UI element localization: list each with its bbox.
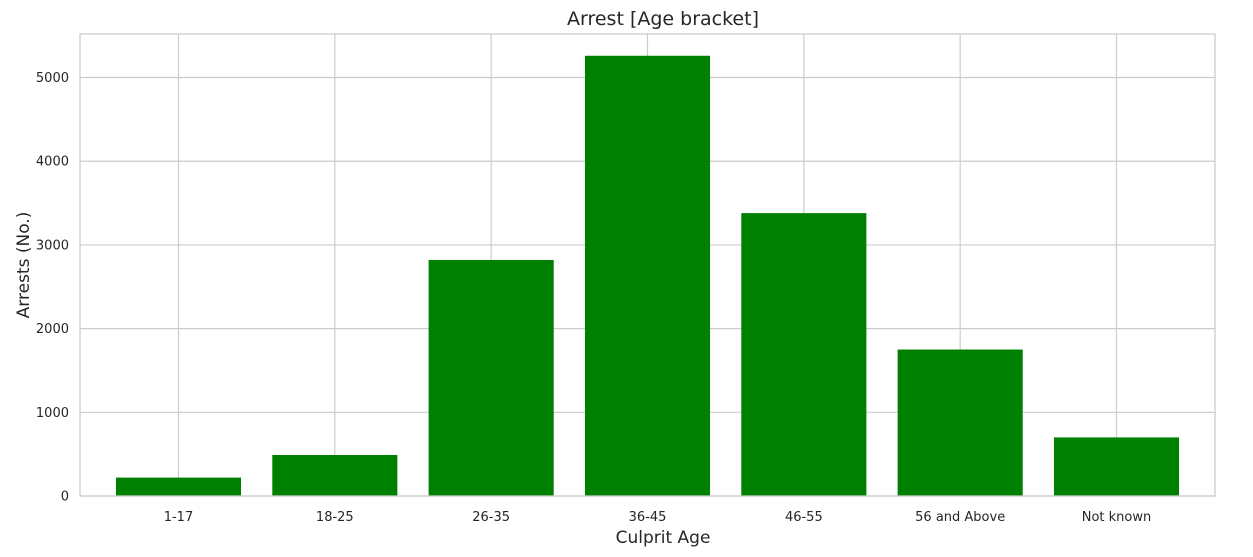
x-tick-label: 18-25 — [316, 510, 354, 525]
x-tick-label: 1-17 — [164, 510, 194, 525]
x-axis-label: Culprit Age — [616, 528, 711, 548]
chart-title: Arrest [Age bracket] — [567, 8, 759, 30]
y-axis-label: Arrests (No.) — [14, 212, 34, 319]
bar-26-35 — [428, 259, 554, 496]
bar-1-17 — [115, 477, 242, 496]
bar-56-and-above — [897, 349, 1023, 496]
x-tick-label: 46-55 — [785, 510, 823, 525]
bars — [115, 55, 1180, 497]
plot-frame — [79, 33, 1216, 497]
y-tick-label: 2000 — [36, 322, 69, 337]
x-tick-label: 56 and Above — [915, 510, 1005, 525]
x-tick-label: 26-35 — [472, 510, 510, 525]
bar-36-45 — [584, 55, 711, 497]
y-tick-label: 4000 — [36, 155, 69, 170]
y-tick-label: 3000 — [36, 238, 69, 253]
x-tick-label: Not known — [1082, 510, 1152, 525]
x-tick-labels: 1-17 18-25 26-35 36-45 46-55 56 and Above Not … — [164, 510, 1152, 525]
x-tick-label: 36-45 — [629, 510, 667, 525]
y-tick-label: 5000 — [36, 71, 69, 86]
y-tick-labels: 0 1000 2000 3000 4000 5000 — [36, 71, 69, 504]
bar-not-known — [1053, 437, 1180, 496]
y-tick-label: 1000 — [36, 406, 69, 421]
bar-46-55 — [741, 213, 867, 496]
bar-18-25 — [272, 454, 398, 496]
y-tick-label: 0 — [61, 490, 69, 505]
